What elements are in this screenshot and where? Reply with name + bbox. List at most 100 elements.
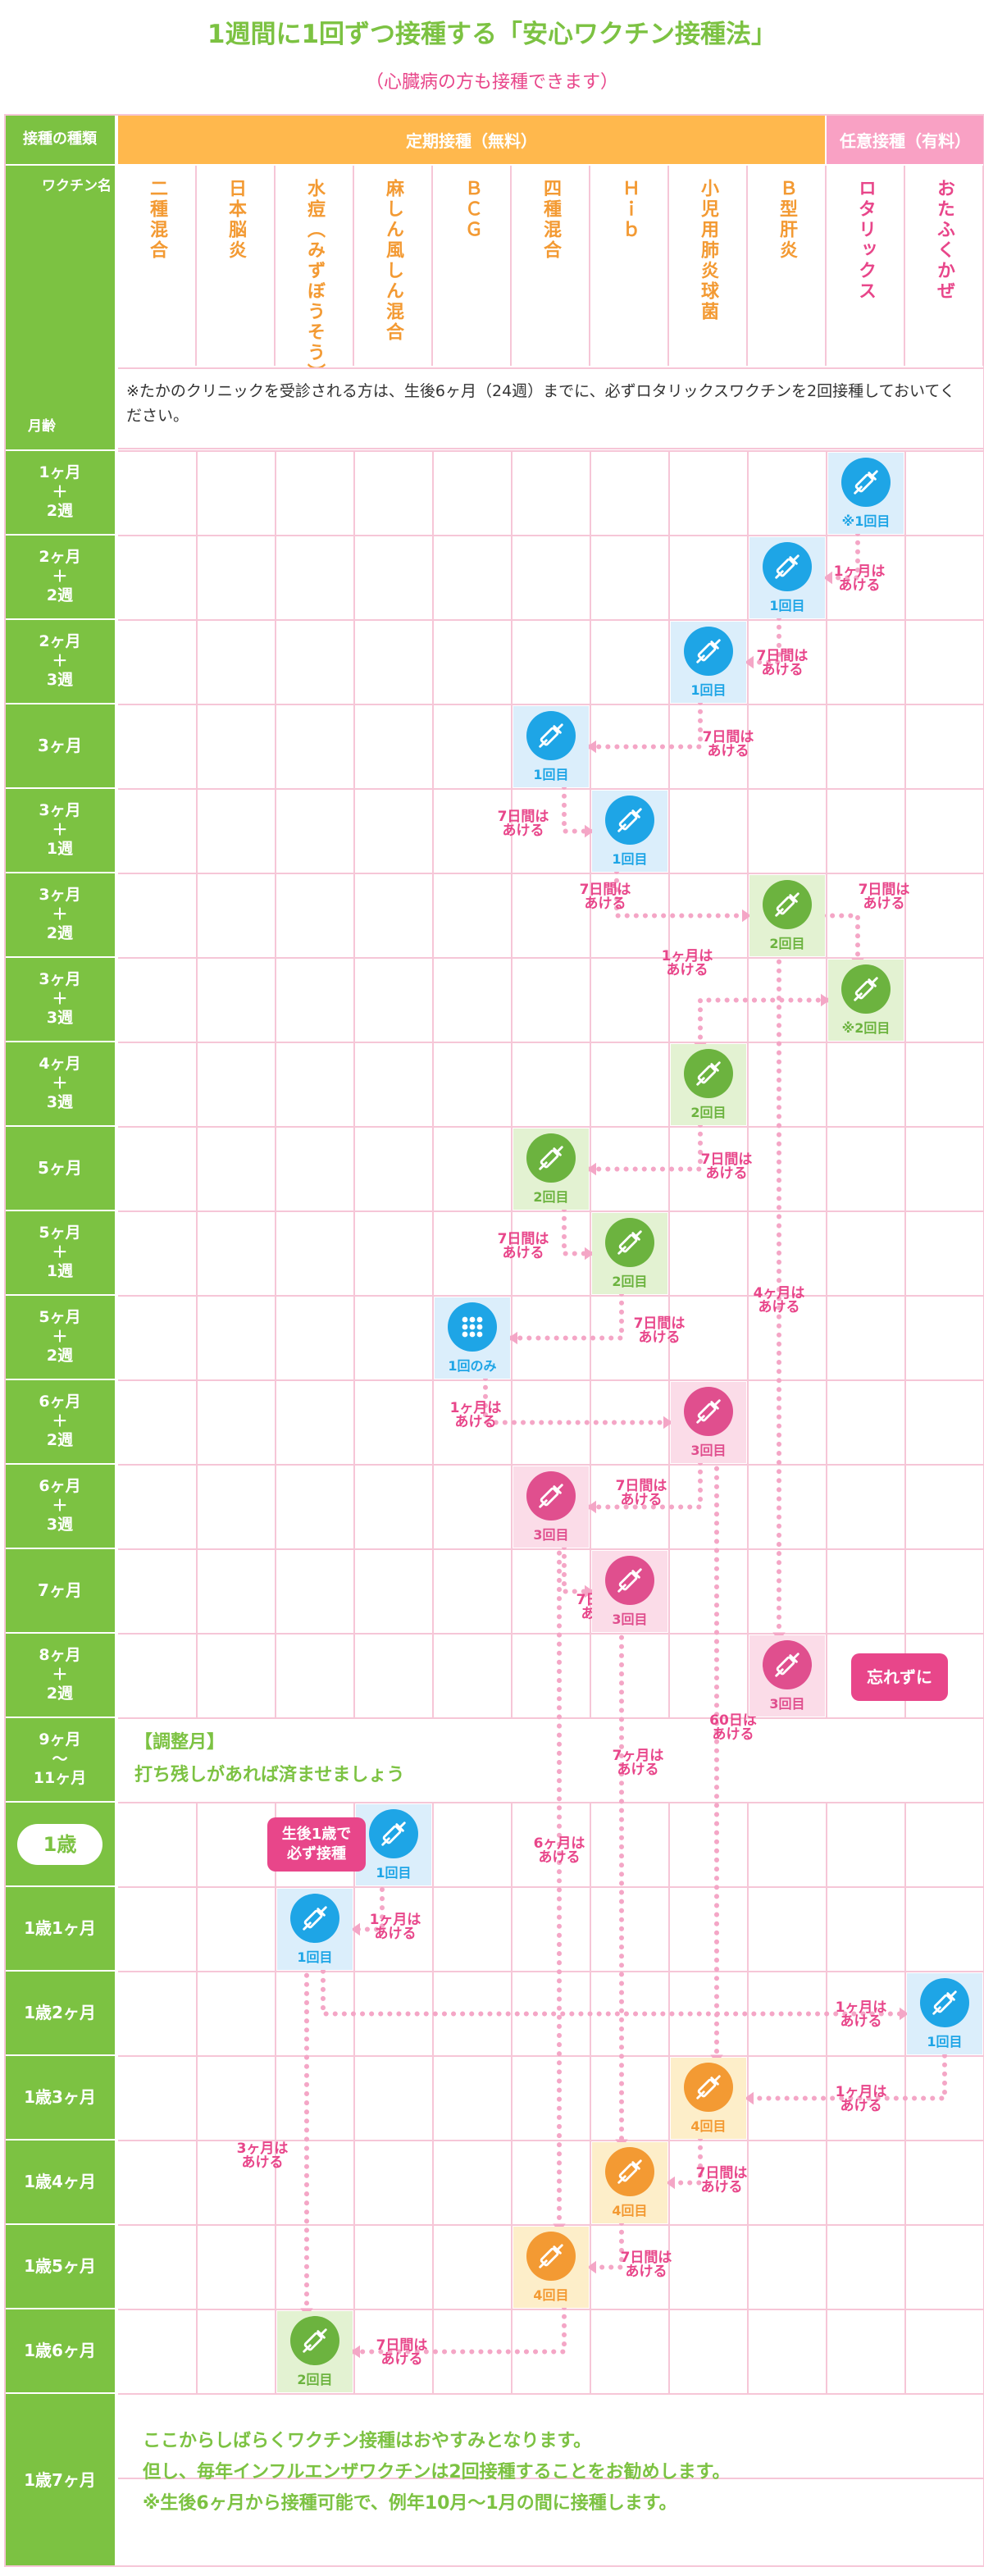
arrow-head — [351, 1922, 360, 1936]
dose-label: 3回目 — [769, 1695, 805, 1712]
age-label: 5ヶ月 ＋ 2週 — [5, 1296, 115, 1379]
age-label: 2ヶ月 ＋ 2週 — [5, 536, 115, 618]
arrow-hib-to-hepb2 — [614, 859, 754, 919]
gap-label: 7日間は あける — [615, 1477, 667, 1509]
syringe-icon — [841, 457, 891, 507]
vaccine-name: 小児用肺炎球菌 — [698, 179, 718, 322]
gap-label: 7日間は あける — [376, 2337, 428, 2369]
vaccine-name: ＢＣＧ — [462, 179, 482, 240]
syringe-icon — [841, 964, 891, 1014]
arrow-head — [745, 2091, 754, 2105]
vaccine-col-header: ロタリックス — [827, 166, 905, 366]
syringe-icon — [526, 1470, 576, 1521]
age-label: 9ヶ月 〜 11ヶ月 — [5, 1718, 115, 1801]
gap-label: 7日間は あける — [702, 728, 754, 760]
arrow-head — [587, 1162, 596, 1176]
dose-cell: 2回目 — [513, 1128, 589, 1210]
gap-label: 1ヶ月は あける — [449, 1399, 502, 1431]
dose-cell: 1回目 — [513, 706, 589, 787]
arrow-to-pneumo2 — [698, 997, 757, 1055]
arrow-dpt3-to-hib3 — [562, 1535, 596, 1594]
syringe-icon — [684, 626, 733, 676]
arrow-head — [585, 824, 594, 838]
arrow-head — [821, 993, 830, 1007]
vaccine-name: おたふくかぜ — [934, 179, 954, 302]
dose-label: 1回目 — [927, 2033, 963, 2049]
arrow-head — [666, 2176, 675, 2190]
callout-dont-forget: 忘れずに — [851, 1653, 948, 1701]
dose-cell: 1回目 — [749, 537, 825, 618]
gap-label: 6ヶ月は あける — [533, 1835, 585, 1867]
dose-cell: 3回目 — [513, 1466, 589, 1548]
age-label: 1ヶ月 ＋ 2週 — [5, 451, 115, 534]
gap-label: 7日間は あける — [858, 881, 910, 913]
page-subtitle: （心臓病の方も接種できます） — [365, 72, 618, 93]
syringe-icon — [605, 795, 654, 845]
gap-label: 4ヶ月は あける — [753, 1284, 805, 1316]
gap-label: 7日間は あける — [700, 1151, 753, 1183]
age-label-one-year: 1歳 — [17, 1823, 102, 1865]
dose-cell: 2回目 — [749, 875, 825, 956]
dose-label: 4回目 — [533, 2286, 569, 2303]
vaccine-col-header: 麻しん風しん混合 — [354, 166, 433, 366]
arrow-hepb2-to-rota2 — [821, 913, 860, 970]
dose-label: 3回目 — [690, 1442, 727, 1458]
arrow-head — [587, 2260, 596, 2274]
dose-cell: 4回目 — [671, 2058, 746, 2139]
age-label: 1歳3ヶ月 — [5, 2056, 115, 2139]
age-label: 8ヶ月 ＋ 2週 — [5, 1634, 115, 1717]
dose-label: 3回目 — [533, 1526, 569, 1543]
gap-label: 7ヶ月は あける — [612, 1747, 664, 1779]
syringe-icon — [605, 1555, 654, 1605]
dose-cell: 4回目 — [592, 2142, 667, 2223]
dose-label: 2回目 — [612, 1273, 648, 1289]
arrow-dpt2-to-hib2 — [562, 1197, 596, 1256]
dose-cell: 4回目 — [513, 2227, 589, 2308]
arrow-dpt4-to-varicella2 — [348, 2296, 567, 2355]
age-label: 7ヶ月 — [5, 1549, 115, 1632]
dose-cell: ※2回目 — [828, 960, 904, 1041]
dose-label: 2回目 — [297, 2371, 333, 2387]
age-label: 6ヶ月 ＋ 2週 — [5, 1380, 115, 1463]
syringe-icon — [605, 2146, 654, 2196]
vaccine-col-header: ＢＣＧ — [433, 166, 512, 366]
closing-line-2: 但し、毎年インフルエンザワクチンは2回接種することをお勧めします。 — [143, 2462, 731, 2483]
syringe-icon — [369, 1808, 418, 1858]
dose-label: 1回目 — [769, 597, 805, 613]
dose-cell: ※1回目 — [828, 453, 904, 534]
header-corner — [5, 166, 115, 449]
dose-cell: 1回目 — [277, 1889, 353, 1970]
arrow-head — [587, 740, 596, 754]
arrow-hepb-to-pneumo — [742, 606, 781, 665]
arrow-pneumo4-to-hib4 — [663, 2127, 703, 2186]
arrow-rota-to-hepb — [821, 522, 860, 581]
vaccine-name: 日本脳炎 — [226, 179, 246, 261]
dose-label: 4回目 — [612, 2202, 648, 2218]
arrow-bcg-to-pneumo3 — [483, 1366, 675, 1425]
header-vaccine-label: ワクチン名 — [42, 178, 112, 194]
age-label: 2ヶ月 ＋ 3週 — [5, 620, 115, 703]
age-label: 4ヶ月 ＋ 3週 — [5, 1042, 115, 1125]
vaccine-name: 四種混合 — [540, 179, 561, 261]
vaccine-col-header: 小児用肺炎球菌 — [669, 166, 748, 366]
syringe-icon — [763, 879, 812, 929]
age-label: 5ヶ月 ＋ 1週 — [5, 1211, 115, 1294]
syringe-icon — [763, 1639, 812, 1689]
gap-label: 1ヶ月は あける — [369, 1911, 421, 1943]
dose-label: ※1回目 — [841, 513, 891, 529]
gap-label: 7日間は あける — [579, 881, 631, 913]
adjust-title: 【調整月】 — [134, 1732, 226, 1753]
gap-label: 7日間は あける — [633, 1315, 686, 1347]
header-age-label: 月齢 — [28, 418, 56, 435]
arrow-hib4-to-dpt4 — [585, 2211, 624, 2270]
arrow-head — [742, 909, 751, 923]
dose-cell: 1回目 — [592, 791, 667, 872]
age-label: 1歳5ヶ月 — [5, 2225, 115, 2308]
vaccine-name: ロタリックス — [855, 179, 876, 302]
age-label: 1歳 — [5, 1803, 115, 1885]
syringe-icon — [290, 2315, 339, 2365]
gap-label: 1ヶ月は あける — [833, 563, 886, 595]
vaccine-name: 二種混合 — [147, 179, 167, 261]
gap-label: 1ヶ月は あける — [835, 1999, 887, 2031]
dose-cell: 3回目 — [671, 1382, 746, 1463]
